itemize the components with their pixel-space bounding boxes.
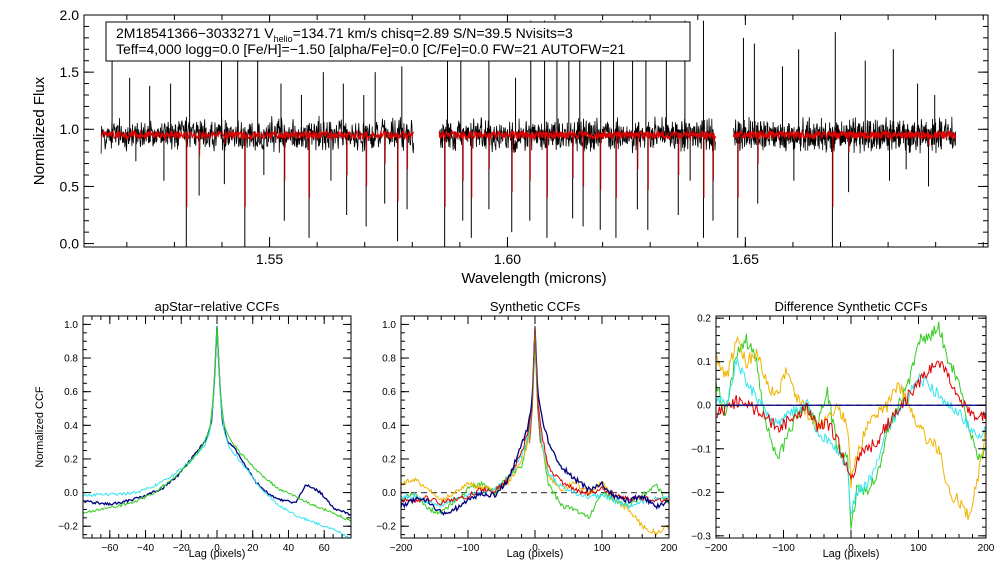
apstar-ccf-series (82, 326, 352, 539)
y-tick-label: 1.5 (60, 64, 80, 80)
model-spectrum-chip (100, 129, 415, 141)
y-tick-label: 0.0 (64, 488, 78, 499)
y-tick-label: 0.2 (64, 454, 78, 465)
visit-1-ccf-line (82, 326, 352, 516)
difference-ccf-series (715, 321, 987, 530)
y-tick-label: 0.4 (64, 421, 78, 432)
synthetic-ccf-x-axis-label: Lag (pixels) (507, 548, 564, 560)
cyan-ccf-line (715, 357, 987, 516)
y-tick-label: 0.0 (60, 235, 80, 251)
x-tick-label: −200 (705, 543, 728, 554)
x-tick-label: 40 (283, 543, 295, 554)
y-tick-label: 0.0 (382, 488, 396, 499)
x-tick-label: −40 (137, 543, 154, 554)
y-tick-label: −0.2 (376, 522, 396, 533)
x-tick-label: −60 (101, 543, 118, 554)
x-tick-label: −100 (457, 543, 480, 554)
brown-ccf-line (529, 326, 541, 444)
model-spectrum-chip (732, 129, 957, 141)
y-tick-label: −0.2 (58, 522, 78, 533)
synthetic-ccf-frame (400, 315, 670, 539)
y-tick-label: 0.1 (697, 357, 711, 368)
y-tick-label: 0.6 (64, 387, 78, 398)
green-ccf-line (400, 341, 670, 520)
x-tick-label: 0 (214, 543, 220, 554)
y-tick-label: −0.1 (691, 444, 711, 455)
difference-ccf-ticks: −200 −100 0 100 200 −0.3 −0.2 −0.1 0.0 0.1 0.2 (691, 314, 995, 554)
info-line-1: 2M18541366−3033271 Vhelio=134.71 km/s ch… (116, 25, 573, 44)
apstar-ccf-frame (82, 315, 352, 539)
model-spectrum-chip (438, 129, 716, 141)
red-ccf-line (715, 360, 987, 481)
x-tick-label: 200 (978, 543, 995, 554)
y-tick-label: 2.0 (60, 7, 80, 23)
y-tick-label: 0.8 (64, 354, 78, 365)
apstar-ccf-ticks: −60 −40 −20 0 20 40 60 −0.2 0.0 0.2 0.4 0.6 0.8 1.0 (58, 316, 352, 554)
difference-ccf-x-axis-label: Lag (pixels) (823, 548, 880, 560)
x-tick-label: −200 (390, 543, 413, 554)
visit-2-ccf-line (82, 327, 352, 539)
spectrum-y-axis-label: Normalized Flux (31, 76, 48, 185)
spectrum-x-axis-label: Wavelength (microns) (461, 270, 606, 287)
y-tick-label: 0.2 (382, 454, 396, 465)
cyan-ccf-line (400, 331, 670, 510)
x-tick-label: 0 (532, 543, 538, 554)
orange-ccf-line (715, 335, 987, 521)
observed-spectrum-chip (100, 115, 415, 154)
x-tick-label: 1.65 (732, 251, 759, 267)
apstar-ccf-title: apStar−relative CCFs (155, 299, 280, 314)
observed-spectrum-chip (733, 116, 957, 154)
x-tick-label: 1.60 (494, 251, 521, 267)
y-tick-label: 0.0 (697, 401, 711, 412)
y-tick-label: −0.2 (691, 488, 711, 499)
apstar-ccf-panel: apStar−relative CCFs −60 −40 −20 0 20 40 60 −0.… (34, 299, 352, 560)
x-tick-label: −100 (772, 543, 795, 554)
x-tick-label: 100 (910, 543, 927, 554)
spectrum-panel: 1.55 1.60 1.65 0.0 0.5 1.0 1.5 2.0 2M18541366−3… (31, 7, 989, 287)
apstar-ccf-y-axis-label: Normalized CCF (34, 386, 46, 468)
x-tick-label: 100 (594, 543, 611, 554)
x-tick-label: 60 (319, 543, 331, 554)
green-ccf-line (715, 321, 987, 530)
x-tick-label: −20 (173, 543, 190, 554)
spectrum-plot-frame (83, 14, 989, 248)
info-box (105, 21, 691, 62)
synthetic-ccf-ticks: −200 −100 0 100 200 −0.2 0.0 0.2 0.4 0.6 0.8 1.0 (376, 316, 678, 554)
x-tick-label: 1.55 (256, 251, 283, 267)
red-ccf-line (400, 327, 670, 506)
synthetic-ccf-series (400, 326, 670, 536)
x-tick-label: 20 (247, 543, 259, 554)
y-tick-label: 0.8 (382, 354, 396, 365)
info-line-2: Teff=4,000 logg=0.0 [Fe/H]=−1.50 [alpha/… (116, 41, 625, 57)
difference-ccf-panel: Difference Synthetic CCFs −200 −100 0 100 20… (691, 299, 995, 560)
model-spectrum-series (100, 129, 957, 207)
y-tick-label: 0.6 (382, 387, 396, 398)
difference-ccf-frame (715, 315, 987, 539)
synthetic-ccf-panel: Synthetic CCFs −200 −100 0 100 200 −0.2 0.0 0.2… (376, 299, 678, 560)
x-tick-label: 200 (661, 543, 678, 554)
apstar-ccf-x-axis-label: Lag (pixels) (189, 548, 246, 560)
x-tick-label: 0 (848, 543, 854, 554)
y-tick-label: 0.5 (60, 178, 80, 194)
y-tick-label: 0.2 (697, 314, 711, 325)
y-tick-label: 1.0 (64, 320, 78, 331)
difference-ccf-title: Difference Synthetic CCFs (775, 299, 928, 314)
y-tick-label: 0.4 (382, 421, 396, 432)
synthetic-ccf-title: Synthetic CCFs (490, 299, 581, 314)
spectrum-ticks: 1.55 1.60 1.65 0.0 0.5 1.0 1.5 2.0 (60, 7, 988, 267)
visit-3-ccf-line (82, 326, 352, 522)
y-tick-label: −0.3 (691, 531, 711, 542)
y-tick-label: 1.0 (60, 121, 80, 137)
navy-ccf-line (400, 326, 670, 516)
y-tick-label: 1.0 (382, 320, 396, 331)
